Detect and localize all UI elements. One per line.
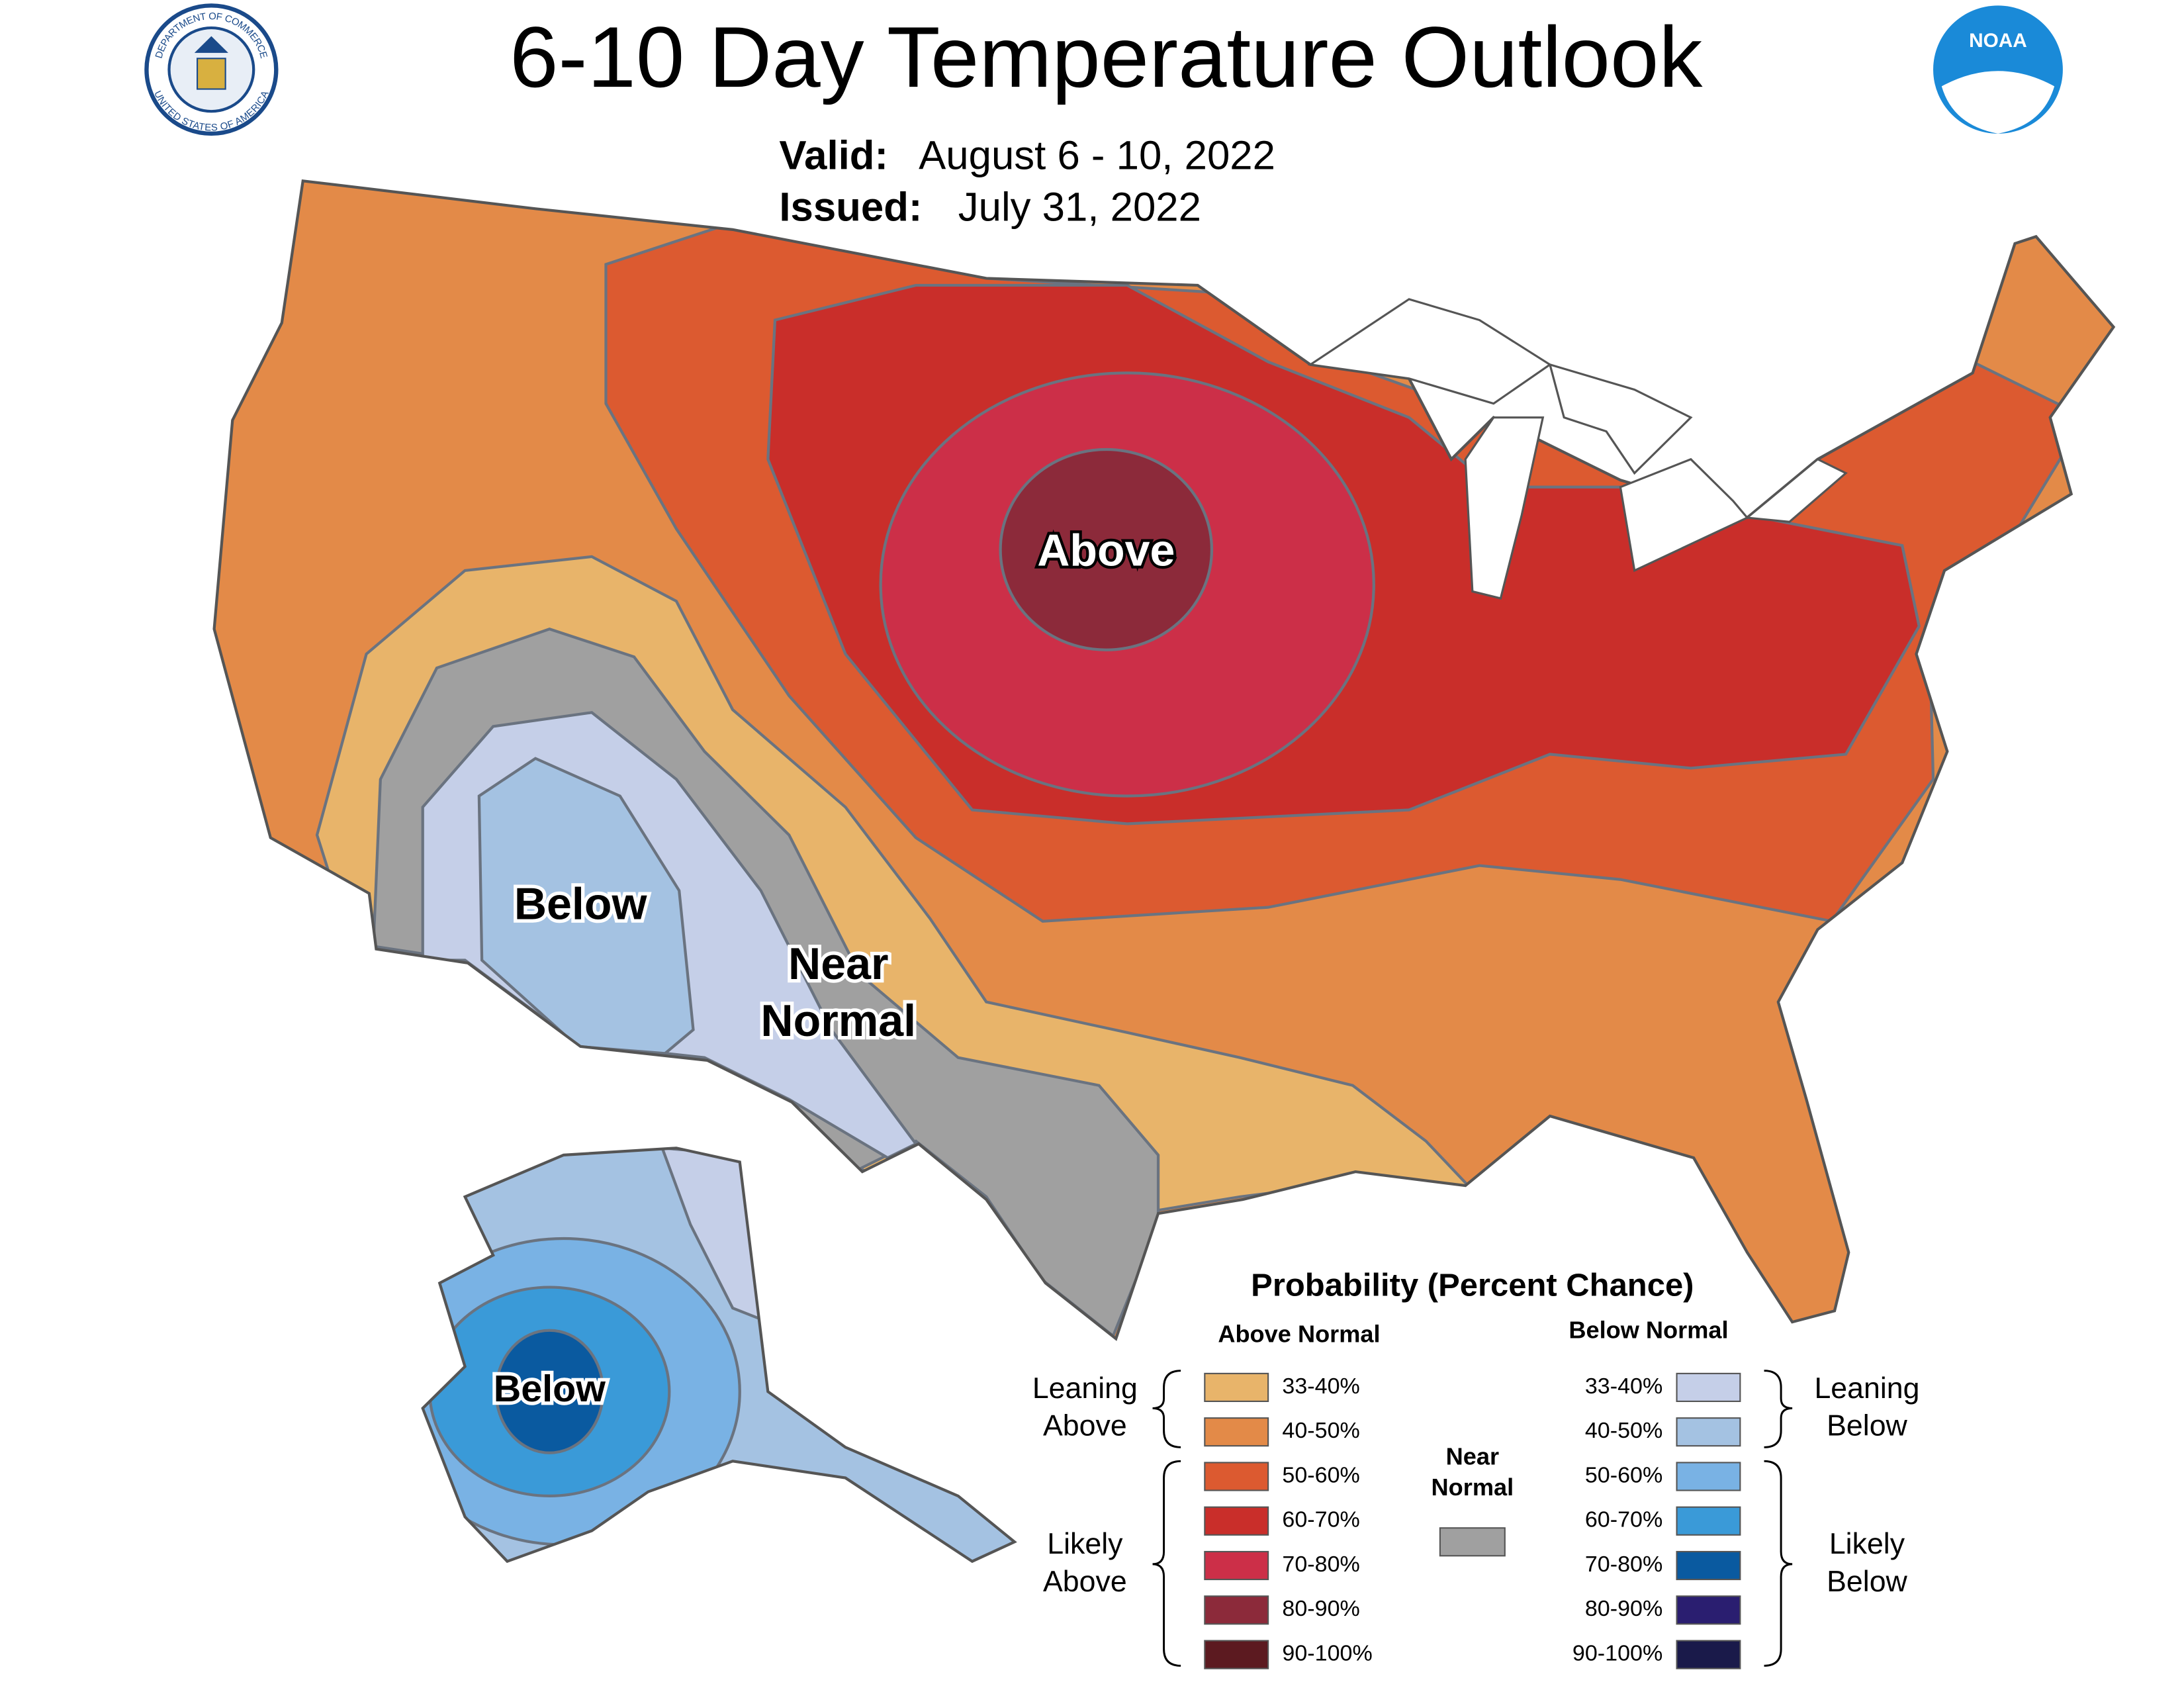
outlook-zone bbox=[494, 1329, 605, 1454]
legend-label: 33-40% bbox=[1282, 1374, 1359, 1399]
alaska bbox=[422, 1148, 1015, 1562]
map-label: Normal bbox=[760, 996, 916, 1046]
legend-group: Above bbox=[1043, 1410, 1127, 1442]
lake bbox=[1619, 457, 1749, 573]
brace bbox=[1764, 1460, 1793, 1667]
legend-label: 50-60% bbox=[1282, 1463, 1359, 1488]
legend-group: Above bbox=[1043, 1566, 1127, 1598]
legend-swatch bbox=[1204, 1417, 1269, 1447]
outlook-zone bbox=[999, 447, 1214, 651]
legend-swatch bbox=[1204, 1550, 1269, 1581]
lake bbox=[1548, 363, 1693, 475]
legend-group: Below bbox=[1827, 1410, 1908, 1442]
legend-label: 80-90% bbox=[1282, 1596, 1359, 1621]
legend-group: Likely bbox=[1047, 1528, 1123, 1560]
legend: Probability (Percent Chance) Above Norma… bbox=[1032, 1268, 1919, 1669]
legend-header: Below Normal bbox=[1569, 1316, 1728, 1343]
commerce-seal: DEPARTMENT OF COMMERCE UNITED STATES OF … bbox=[144, 3, 279, 136]
legend-group: Below bbox=[1827, 1566, 1908, 1598]
legend-swatch bbox=[1204, 1506, 1269, 1536]
legend-near-normal: Normal bbox=[1432, 1474, 1514, 1501]
legend-swatch bbox=[1676, 1640, 1741, 1669]
legend-swatch bbox=[1204, 1372, 1269, 1402]
legend-title: Probability (Percent Chance) bbox=[1251, 1268, 1694, 1303]
brace bbox=[1152, 1460, 1181, 1667]
legend-near-normal: Near bbox=[1446, 1443, 1499, 1470]
noaa-text: NOAA bbox=[1969, 30, 2027, 52]
legend-header: Above Normal bbox=[1218, 1321, 1380, 1348]
legend-swatch bbox=[1204, 1462, 1269, 1491]
legend-swatch bbox=[1204, 1595, 1269, 1625]
legend-swatch bbox=[1439, 1527, 1506, 1557]
legend-label: 50-60% bbox=[1585, 1463, 1662, 1488]
legend-swatch bbox=[1676, 1372, 1741, 1402]
legend-swatch bbox=[1676, 1462, 1741, 1491]
title: 6-10 Day Temperature Outlook bbox=[510, 9, 1703, 105]
noaa-logo: NOAA bbox=[1933, 5, 2063, 134]
legend-swatch bbox=[1676, 1506, 1741, 1536]
legend-swatch bbox=[1204, 1640, 1269, 1669]
brace bbox=[1152, 1370, 1181, 1448]
legend-swatch bbox=[1676, 1417, 1741, 1447]
valid-date: August 6 - 10, 2022 bbox=[919, 133, 1275, 179]
legend-label: 90-100% bbox=[1282, 1641, 1372, 1666]
alaska-outline bbox=[421, 1147, 1017, 1564]
legend-label: 60-70% bbox=[1585, 1507, 1662, 1532]
lake bbox=[1464, 416, 1545, 600]
legend-group: Leaning bbox=[1814, 1372, 1919, 1405]
map-label: Above bbox=[1037, 526, 1175, 576]
legend-label: 70-80% bbox=[1585, 1552, 1662, 1577]
legend-label: 90-100% bbox=[1572, 1641, 1662, 1666]
map-label: Below bbox=[494, 1368, 606, 1411]
lake bbox=[1745, 457, 1848, 523]
legend-label: 80-90% bbox=[1585, 1596, 1662, 1621]
legend-label: 70-80% bbox=[1282, 1552, 1359, 1577]
map-label: Near bbox=[788, 939, 888, 989]
legend-label: 33-40% bbox=[1585, 1374, 1662, 1399]
legend-group: Likely bbox=[1829, 1528, 1905, 1560]
legend-label: 60-70% bbox=[1282, 1507, 1359, 1532]
legend-group: Leaning bbox=[1032, 1372, 1138, 1405]
valid-label: Valid: bbox=[779, 133, 888, 179]
legend-label: 40-50% bbox=[1282, 1418, 1359, 1443]
brace bbox=[1764, 1370, 1793, 1448]
map-label: Below bbox=[514, 880, 647, 929]
legend-label: 40-50% bbox=[1585, 1418, 1662, 1443]
legend-swatch bbox=[1676, 1550, 1741, 1581]
legend-swatch bbox=[1676, 1595, 1741, 1625]
issued-label: Issued: bbox=[779, 185, 922, 230]
issued-date: July 31, 2022 bbox=[958, 185, 1201, 230]
